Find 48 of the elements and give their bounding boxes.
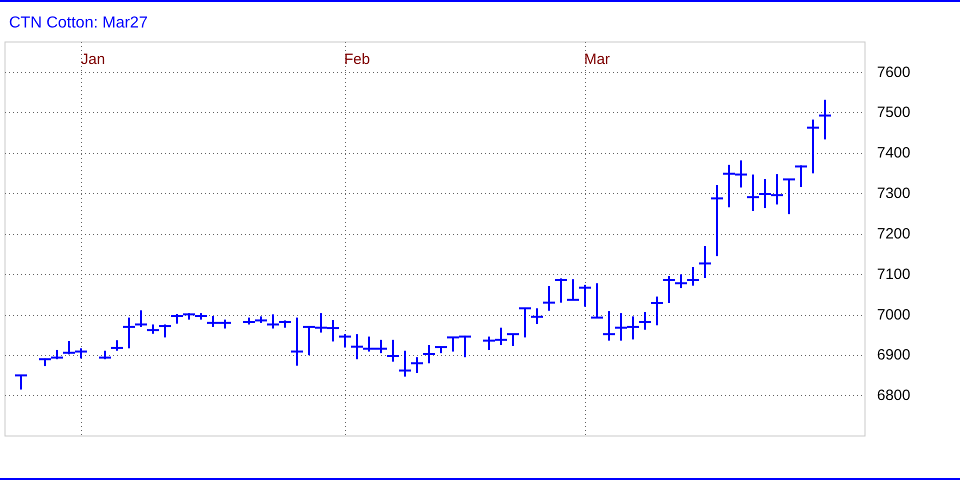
candlestick xyxy=(747,174,760,212)
candlestick xyxy=(783,178,796,216)
candlestick xyxy=(795,164,808,188)
candlestick xyxy=(675,273,688,290)
candlestick xyxy=(411,356,423,374)
chart-title: CTN Cotton: Mar27 xyxy=(9,14,148,32)
candlestick xyxy=(663,274,676,304)
candlestick xyxy=(507,332,520,347)
candlestick xyxy=(567,278,580,301)
candlestick xyxy=(519,307,532,338)
candlestick xyxy=(338,333,351,348)
candlestick xyxy=(266,313,279,330)
candlestick xyxy=(386,338,399,363)
candlestick xyxy=(591,282,604,319)
candlestick xyxy=(579,284,592,308)
y-tick-label: 7200 xyxy=(877,225,910,242)
candlestick xyxy=(122,316,135,350)
y-tick-label: 7100 xyxy=(877,266,910,283)
candlestick xyxy=(350,333,363,360)
candlestick xyxy=(14,374,27,391)
candlestick xyxy=(819,98,832,140)
candlestick xyxy=(134,309,147,328)
x-tick-label: Mar xyxy=(584,51,610,68)
candlestick xyxy=(603,310,616,342)
candlestick xyxy=(398,350,411,378)
candlestick xyxy=(651,296,664,326)
y-tick-label: 6900 xyxy=(877,346,910,364)
y-tick-label: 6800 xyxy=(877,387,910,404)
candlestick xyxy=(110,339,123,352)
candlestick xyxy=(699,245,712,279)
x-tick-label: Feb xyxy=(344,51,370,68)
candlestick xyxy=(687,266,700,287)
y-tick-label: 7400 xyxy=(877,144,910,162)
y-tick-label: 7000 xyxy=(877,306,910,324)
candlestick xyxy=(807,118,820,174)
x-tick-label: Jan xyxy=(80,51,106,68)
candlestick xyxy=(290,316,303,367)
y-tick-label: 7600 xyxy=(877,64,910,81)
candlestick xyxy=(531,307,544,326)
candlestick xyxy=(555,277,568,304)
y-tick-label: 7500 xyxy=(877,104,910,122)
candlestick xyxy=(543,285,556,312)
candlestick xyxy=(158,323,171,338)
candlestick xyxy=(711,184,724,258)
y-tick-label: 7300 xyxy=(877,185,910,202)
candlestick xyxy=(146,323,159,335)
candlestick xyxy=(423,344,435,364)
candlestick xyxy=(639,310,652,331)
